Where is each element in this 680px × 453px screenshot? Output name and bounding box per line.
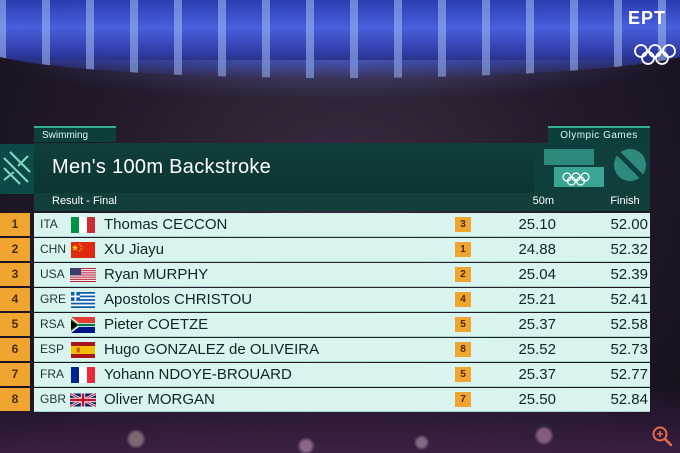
result-main-cell: USA Ryan MURPHY 2 25.04 52.39 bbox=[34, 263, 650, 287]
rank-badge: 6 bbox=[0, 338, 30, 361]
noc-code: ESP bbox=[40, 342, 65, 356]
result-main-cell: GBR Oliver MORGAN 7 25.50 52.84 bbox=[34, 388, 650, 412]
split-rank-badge: 3 bbox=[455, 217, 471, 232]
split-rank-badge: 5 bbox=[455, 367, 471, 382]
rank-badge: 3 bbox=[0, 263, 30, 286]
games-tag: Olympic Games bbox=[548, 126, 650, 144]
sport-tag: Swimming bbox=[34, 126, 116, 142]
result-row: 2 CHN XU Jiayu 1 24.88 52.32 bbox=[0, 237, 650, 262]
result-main-cell: ITA Thomas CECCON 3 25.10 52.00 bbox=[34, 213, 650, 237]
finish-time: 52.84 bbox=[610, 391, 648, 408]
athlete-name: Apostolos CHRISTOU bbox=[104, 291, 253, 308]
result-row: 1 ITA Thomas CECCON 3 25.10 52.00 bbox=[0, 212, 650, 237]
rank-badge: 1 bbox=[0, 213, 30, 236]
athlete-name: XU Jiayu bbox=[104, 241, 165, 258]
noc-code: RSA bbox=[40, 317, 65, 331]
noc-code: ITA bbox=[40, 217, 58, 231]
result-main-cell: CHN XU Jiayu 1 24.88 52.32 bbox=[34, 238, 650, 262]
result-main-cell: RSA Pieter COETZE 5 25.37 52.58 bbox=[34, 313, 650, 337]
rank-badge: 2 bbox=[0, 238, 30, 261]
finish-time: 52.77 bbox=[610, 366, 648, 383]
finish-time: 52.39 bbox=[610, 266, 648, 283]
finish-time: 52.00 bbox=[610, 216, 648, 233]
result-row: 5 RSA Pieter COETZE 5 25.37 52.58 bbox=[0, 312, 650, 337]
rank-badge: 4 bbox=[0, 288, 30, 311]
zoom-icon[interactable] bbox=[650, 424, 674, 448]
uk-flag-icon bbox=[70, 392, 96, 408]
split-rank-badge: 1 bbox=[455, 242, 471, 257]
usa-flag-icon bbox=[70, 268, 96, 282]
split-time: 25.04 bbox=[518, 266, 556, 283]
split-rank-badge: 7 bbox=[455, 392, 471, 407]
athlete-name: Thomas CECCON bbox=[104, 216, 228, 233]
result-label: Result - Final bbox=[52, 195, 117, 207]
split-time: 25.52 bbox=[518, 341, 556, 358]
noc-code: GBR bbox=[40, 392, 67, 406]
rank-badge: 7 bbox=[0, 363, 30, 386]
finish-time: 52.73 bbox=[610, 341, 648, 358]
broadcaster-logo: ΕΡΤ bbox=[628, 8, 667, 28]
split-rank-badge: 4 bbox=[455, 292, 471, 307]
rank-badge: 5 bbox=[0, 313, 30, 336]
rank-badge: 8 bbox=[0, 388, 30, 411]
result-row: 7 FRA Yohann NDOYE-BROUARD 5 25.37 52.77 bbox=[0, 362, 650, 387]
arena-light-ring bbox=[0, 0, 680, 78]
split-rank-badge: 8 bbox=[455, 342, 471, 357]
athlete-name: Pieter COETZE bbox=[104, 316, 209, 333]
result-row: 3 USA Ryan MURPHY 2 25.04 52.39 bbox=[0, 262, 650, 287]
finish-column-header: Finish bbox=[610, 195, 640, 207]
china-flag-icon bbox=[71, 242, 95, 258]
finish-time: 52.41 bbox=[610, 291, 648, 308]
split-rank-badge: 2 bbox=[455, 267, 471, 282]
split-time: 24.88 bbox=[518, 241, 556, 258]
split-time: 25.37 bbox=[518, 316, 556, 333]
finish-time: 52.58 bbox=[610, 316, 648, 333]
olympic-rings-icon bbox=[634, 44, 676, 65]
athlete-name: Oliver MORGAN bbox=[104, 391, 215, 408]
noc-code: CHN bbox=[40, 242, 66, 256]
event-title: Men's 100m Backstroke bbox=[52, 156, 272, 178]
split-time: 25.10 bbox=[518, 216, 556, 233]
spain-flag-icon bbox=[71, 342, 95, 358]
result-row: 6 ESP Hugo GONZALEZ de OLIVEIRA 8 25.52 … bbox=[0, 337, 650, 362]
athlete-name: Hugo GONZALEZ de OLIVEIRA bbox=[104, 341, 320, 358]
noc-code: GRE bbox=[40, 292, 67, 306]
finish-time: 52.32 bbox=[610, 241, 648, 258]
split-time: 25.50 bbox=[518, 391, 556, 408]
result-row: 8 GBR Oliver MORGAN 7 25.50 52.84 bbox=[0, 387, 650, 412]
result-main-cell: ESP Hugo GONZALEZ de OLIVEIRA 8 25.52 52… bbox=[34, 338, 650, 362]
result-row: 4 GRE Apostolos CHRISTOU 4 25.21 52.41 bbox=[0, 287, 650, 312]
results-header-bar: Result - Final 50m Finish bbox=[34, 193, 650, 211]
olympic-pattern-graphic bbox=[534, 143, 650, 193]
result-main-cell: FRA Yohann NDOYE-BROUARD 5 25.37 52.77 bbox=[34, 363, 650, 387]
arena-glow bbox=[0, 60, 680, 100]
results-table: 1 ITA Thomas CECCON 3 25.10 52.00 2 CHN … bbox=[0, 212, 650, 412]
greece-flag-icon bbox=[71, 292, 95, 308]
split-time: 25.21 bbox=[518, 291, 556, 308]
result-main-cell: GRE Apostolos CHRISTOU 4 25.21 52.41 bbox=[34, 288, 650, 312]
noc-code: FRA bbox=[40, 367, 64, 381]
split-column-header: 50m bbox=[532, 195, 554, 207]
athlete-name: Ryan MURPHY bbox=[104, 266, 209, 283]
event-title-bar: Men's 100m Backstroke bbox=[34, 143, 650, 193]
split-rank-badge: 5 bbox=[455, 317, 471, 332]
noc-code: USA bbox=[40, 267, 65, 281]
italy-flag-icon bbox=[71, 217, 95, 233]
athlete-name: Yohann NDOYE-BROUARD bbox=[104, 366, 292, 383]
south-africa-flag-icon bbox=[70, 317, 95, 333]
swimming-emblem-icon bbox=[0, 144, 34, 194]
france-flag-icon bbox=[71, 367, 95, 383]
split-time: 25.37 bbox=[518, 366, 556, 383]
